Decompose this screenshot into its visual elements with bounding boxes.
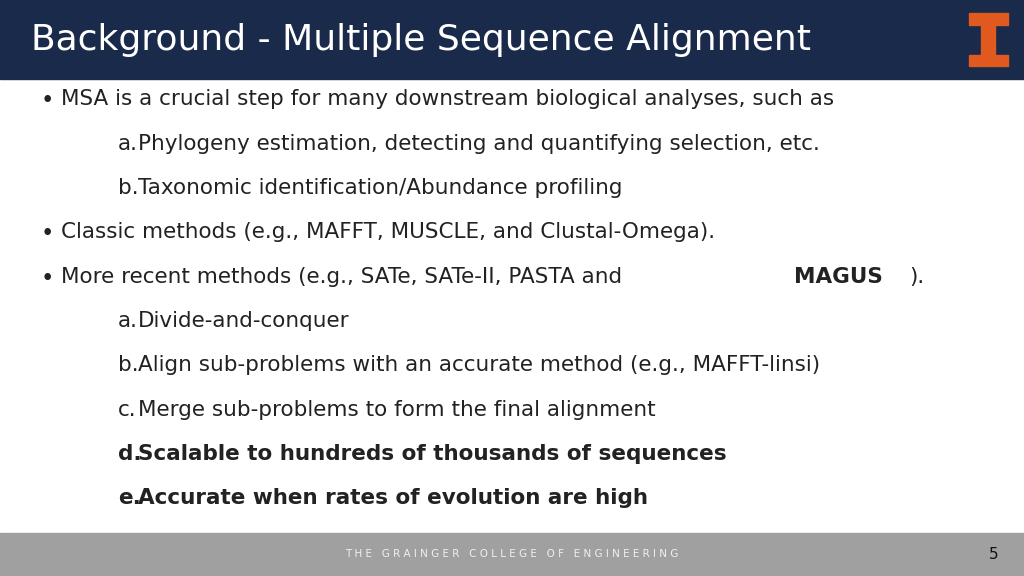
Text: Divide-and-conquer: Divide-and-conquer — [138, 311, 350, 331]
Text: More recent methods (e.g., SATe, SATe-II, PASTA and: More recent methods (e.g., SATe, SATe-II… — [61, 267, 630, 287]
Text: Accurate when rates of evolution are high: Accurate when rates of evolution are hig… — [138, 488, 648, 509]
Bar — [0, 533, 1024, 576]
Text: a.: a. — [118, 134, 138, 154]
Bar — [0, 0, 1024, 79]
Text: a.: a. — [118, 311, 138, 331]
Text: MAGUS: MAGUS — [795, 267, 884, 287]
Text: T H E   G R A I N G E R   C O L L E G E   O F   E N G I N E E R I N G: T H E G R A I N G E R C O L L E G E O F … — [345, 550, 679, 559]
Text: •: • — [41, 267, 54, 290]
Bar — [969, 13, 1008, 25]
Text: Taxonomic identification/Abundance profiling: Taxonomic identification/Abundance profi… — [138, 178, 623, 198]
Text: •: • — [41, 222, 54, 245]
Text: e.: e. — [118, 488, 140, 509]
Text: Merge sub-problems to form the final alignment: Merge sub-problems to form the final ali… — [138, 400, 655, 420]
Text: Background - Multiple Sequence Alignment: Background - Multiple Sequence Alignment — [31, 22, 811, 57]
Text: •: • — [41, 89, 54, 112]
Text: Scalable to hundreds of thousands of sequences: Scalable to hundreds of thousands of seq… — [138, 444, 727, 464]
Text: MSA is a crucial step for many downstream biological analyses, such as: MSA is a crucial step for many downstrea… — [61, 89, 835, 109]
Text: 5: 5 — [989, 547, 998, 562]
Text: d.: d. — [118, 444, 141, 464]
Bar — [969, 55, 1008, 66]
Text: b.: b. — [118, 355, 138, 376]
Text: Phylogeny estimation, detecting and quantifying selection, etc.: Phylogeny estimation, detecting and quan… — [138, 134, 820, 154]
Bar — [981, 25, 995, 55]
Text: b.: b. — [118, 178, 138, 198]
Text: ).: ). — [909, 267, 925, 287]
Text: Classic methods (e.g., MAFFT, MUSCLE, and Clustal-Omega).: Classic methods (e.g., MAFFT, MUSCLE, an… — [61, 222, 716, 242]
Text: Align sub-problems with an accurate method (e.g., MAFFT-linsi): Align sub-problems with an accurate meth… — [138, 355, 820, 376]
Text: c.: c. — [118, 400, 136, 420]
